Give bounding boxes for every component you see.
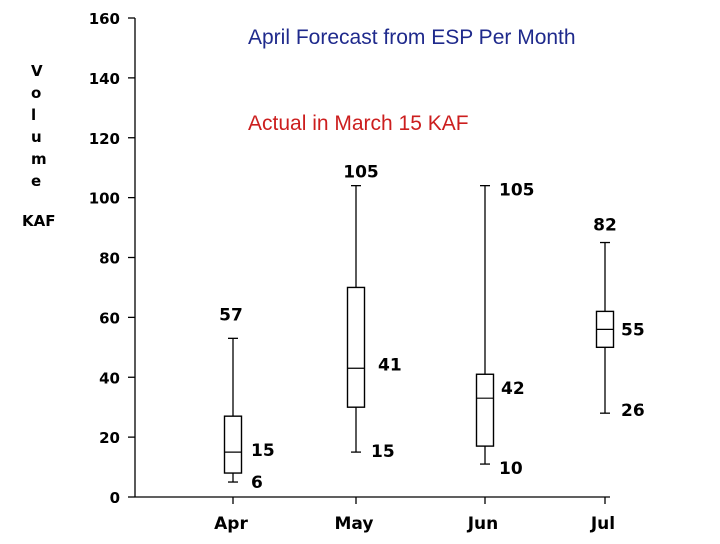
y-tick-label: 60	[99, 309, 120, 327]
min-label: 10	[499, 459, 523, 479]
y-axis-label-letter: l	[31, 106, 37, 124]
y-tick-label: 140	[89, 70, 120, 88]
y-tick-label: 40	[99, 369, 120, 387]
median-label: 15	[251, 441, 275, 461]
median-label: 55	[621, 320, 645, 340]
x-tick-label: May	[335, 514, 374, 534]
x-tick-label: Jul	[590, 514, 615, 534]
max-label: 82	[593, 216, 617, 236]
y-tick-label: 20	[99, 429, 120, 447]
y-axis-label-letter: V	[31, 62, 43, 80]
y-tick-label: 0	[110, 489, 120, 507]
box-iqr	[475, 373, 495, 447]
min-label: 26	[621, 401, 645, 421]
median-label: 41	[378, 355, 402, 375]
max-label: 105	[343, 163, 379, 183]
chart-subtitle: Actual in March 15 KAF	[248, 112, 469, 135]
y-axis-label-letter: u	[31, 128, 42, 146]
max-label: 57	[219, 305, 243, 325]
y-tick-label: 160	[89, 10, 120, 28]
box-iqr	[346, 286, 366, 408]
y-tick-label: 120	[89, 130, 120, 148]
min-label: 6	[251, 473, 263, 493]
x-tick-label: Jun	[467, 514, 499, 534]
y-axis-label-letter: e	[31, 172, 42, 190]
y-axis-label-letter: m	[31, 150, 47, 168]
y-axis-unit-label: KAF	[22, 212, 56, 230]
y-tick-label: 80	[99, 250, 120, 268]
x-tick-label: Apr	[214, 514, 248, 534]
box-iqr	[223, 415, 243, 474]
min-label: 15	[371, 442, 395, 462]
y-axis-label-letter: o	[31, 84, 42, 102]
median-label: 42	[501, 379, 525, 399]
chart-title: April Forecast from ESP Per Month	[248, 26, 576, 49]
y-tick-label: 100	[89, 190, 120, 208]
max-label: 105	[499, 181, 535, 201]
